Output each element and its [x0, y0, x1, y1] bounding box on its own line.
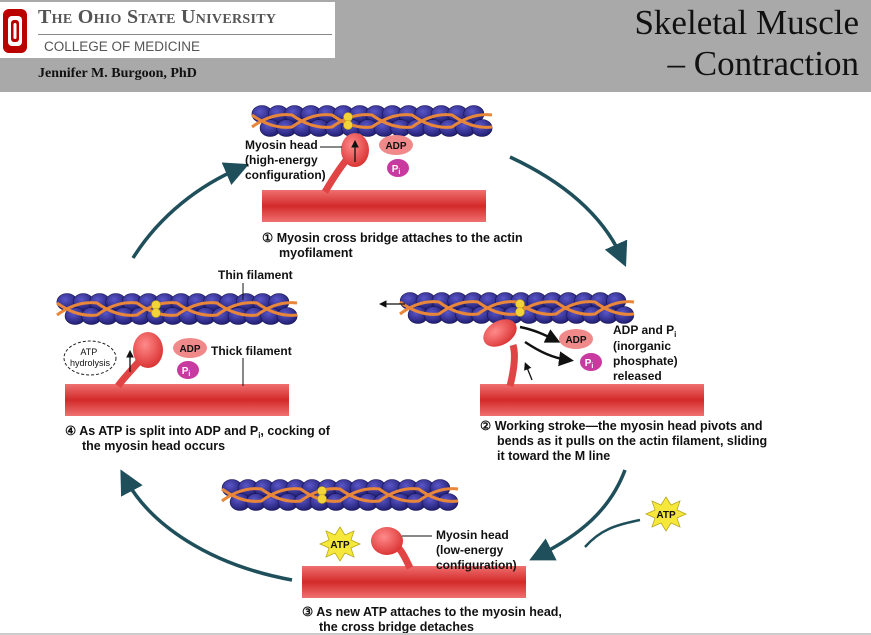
slide-title: Skeletal Muscle – Contraction	[634, 2, 859, 84]
adp-label-1: ADP	[385, 141, 406, 152]
thin-filament-label: Thin filament	[218, 268, 293, 282]
cycle-arrow-2-to-3	[529, 469, 627, 561]
thick-filament-1	[262, 190, 486, 222]
pivot-arrow	[524, 362, 533, 381]
troponin	[343, 112, 353, 122]
troponin	[317, 494, 327, 504]
myosin-head-3	[371, 527, 403, 555]
stage-3: ATP Myosin head (low-energy configuratio…	[221, 479, 565, 634]
myosin-head-high-label: Myosin head (high-energy configuration)	[245, 138, 326, 182]
crossbridge-cycle-diagram: ADP Pi Myosin head (high-energy configur…	[56, 105, 771, 634]
atp-entry-arrow	[584, 518, 641, 548]
adp-pi-released-label: ADP and Pi (inorganic phosphate) release…	[613, 323, 681, 383]
cycle-arrow-1-to-2	[509, 155, 628, 267]
pi-badge-4	[177, 361, 199, 379]
cycle-arrow-4-to-1	[131, 162, 250, 259]
pi-label-2: Pi	[585, 358, 594, 370]
troponin	[343, 120, 353, 130]
free-atp: ATP	[645, 496, 687, 532]
atp-label-free: ATP	[656, 510, 676, 521]
tropomyosin-strand	[251, 113, 493, 129]
thick-filament-2	[480, 384, 704, 416]
troponin	[515, 299, 525, 309]
adp-label-2: ADP	[565, 335, 586, 346]
step-4-caption: ④ As ATP is split into ADP and Pi, cocki…	[65, 424, 333, 453]
author-name: Jennifer M. Burgoon, PhD	[38, 66, 197, 81]
release-arrow-adp	[519, 325, 561, 343]
stage-4: ATP hydrolysis ADP Pi Thin filament Thic…	[56, 268, 333, 453]
step-2-caption: ② Working stroke—the myosin head pivots …	[480, 419, 771, 463]
stage-1: ADP Pi Myosin head (high-energy configur…	[245, 105, 526, 260]
atp-star-free	[645, 496, 687, 532]
troponin	[151, 300, 161, 310]
tropomyosin-strand	[221, 487, 459, 503]
osu-block-o-icon	[3, 9, 27, 53]
myosin-head-low-label: Myosin head (low-energy configuration)	[436, 528, 517, 572]
release-arrow-pi	[524, 340, 574, 367]
osu-logo-block: The Ohio State University COLLEGE OF MED…	[0, 2, 335, 58]
thin-filament-4	[56, 293, 298, 325]
adp-badge-4	[173, 338, 207, 358]
thin-filament-2	[399, 292, 635, 324]
tropomyosin-strand	[221, 487, 459, 503]
slide-header: The Ohio State University COLLEGE OF MED…	[0, 0, 871, 92]
thick-filament-4	[65, 384, 289, 416]
pi-badge-2	[580, 353, 602, 371]
step-1-caption: ① Myosin cross bridge attaches to the ac…	[262, 231, 526, 260]
adp-label-4: ADP	[179, 344, 200, 355]
stage-2: ADP Pi ADP and Pi (inorganic phosphate) …	[378, 292, 771, 463]
thin-filament-3	[221, 479, 459, 511]
title-line-1: Skeletal Muscle	[634, 3, 859, 42]
tropomyosin-strand	[56, 301, 298, 317]
title-line-2: – Contraction	[667, 44, 860, 83]
myosin-neck-4	[115, 357, 143, 389]
tropomyosin-strand	[56, 301, 298, 317]
troponin	[515, 307, 525, 317]
slide-bottom-rule	[0, 633, 871, 635]
adp-badge-2	[559, 329, 593, 349]
atp-hydrolysis-circle	[63, 340, 117, 376]
troponin	[317, 486, 327, 496]
troponin	[151, 308, 161, 318]
atp-label-3: ATP	[330, 540, 350, 551]
pi-label-4: Pi	[182, 366, 191, 378]
myosin-head-4	[133, 332, 163, 368]
logo-divider	[38, 34, 332, 35]
adp-badge-1	[379, 135, 413, 155]
tropomyosin-strand	[251, 113, 493, 129]
thick-filament-label: Thick filament	[211, 344, 292, 358]
myosin-head-2	[483, 319, 517, 347]
pi-badge-1	[387, 159, 409, 177]
university-name: The Ohio State University	[38, 6, 277, 28]
thick-filament-3	[302, 566, 526, 598]
pi-label-1: Pi	[392, 164, 401, 176]
thin-filament-1	[251, 105, 493, 137]
atp-hydrolysis-label: ATP hydrolysis	[70, 347, 111, 368]
step-3-caption: ③ As new ATP attaches to the myosin head…	[302, 605, 565, 634]
myosin-neck-1	[321, 155, 351, 194]
atp-star-3	[319, 526, 361, 562]
myosin-neck-2	[506, 343, 518, 387]
cycle-arrow-3-to-4	[120, 469, 293, 582]
college-name: COLLEGE OF MEDICINE	[44, 39, 201, 54]
